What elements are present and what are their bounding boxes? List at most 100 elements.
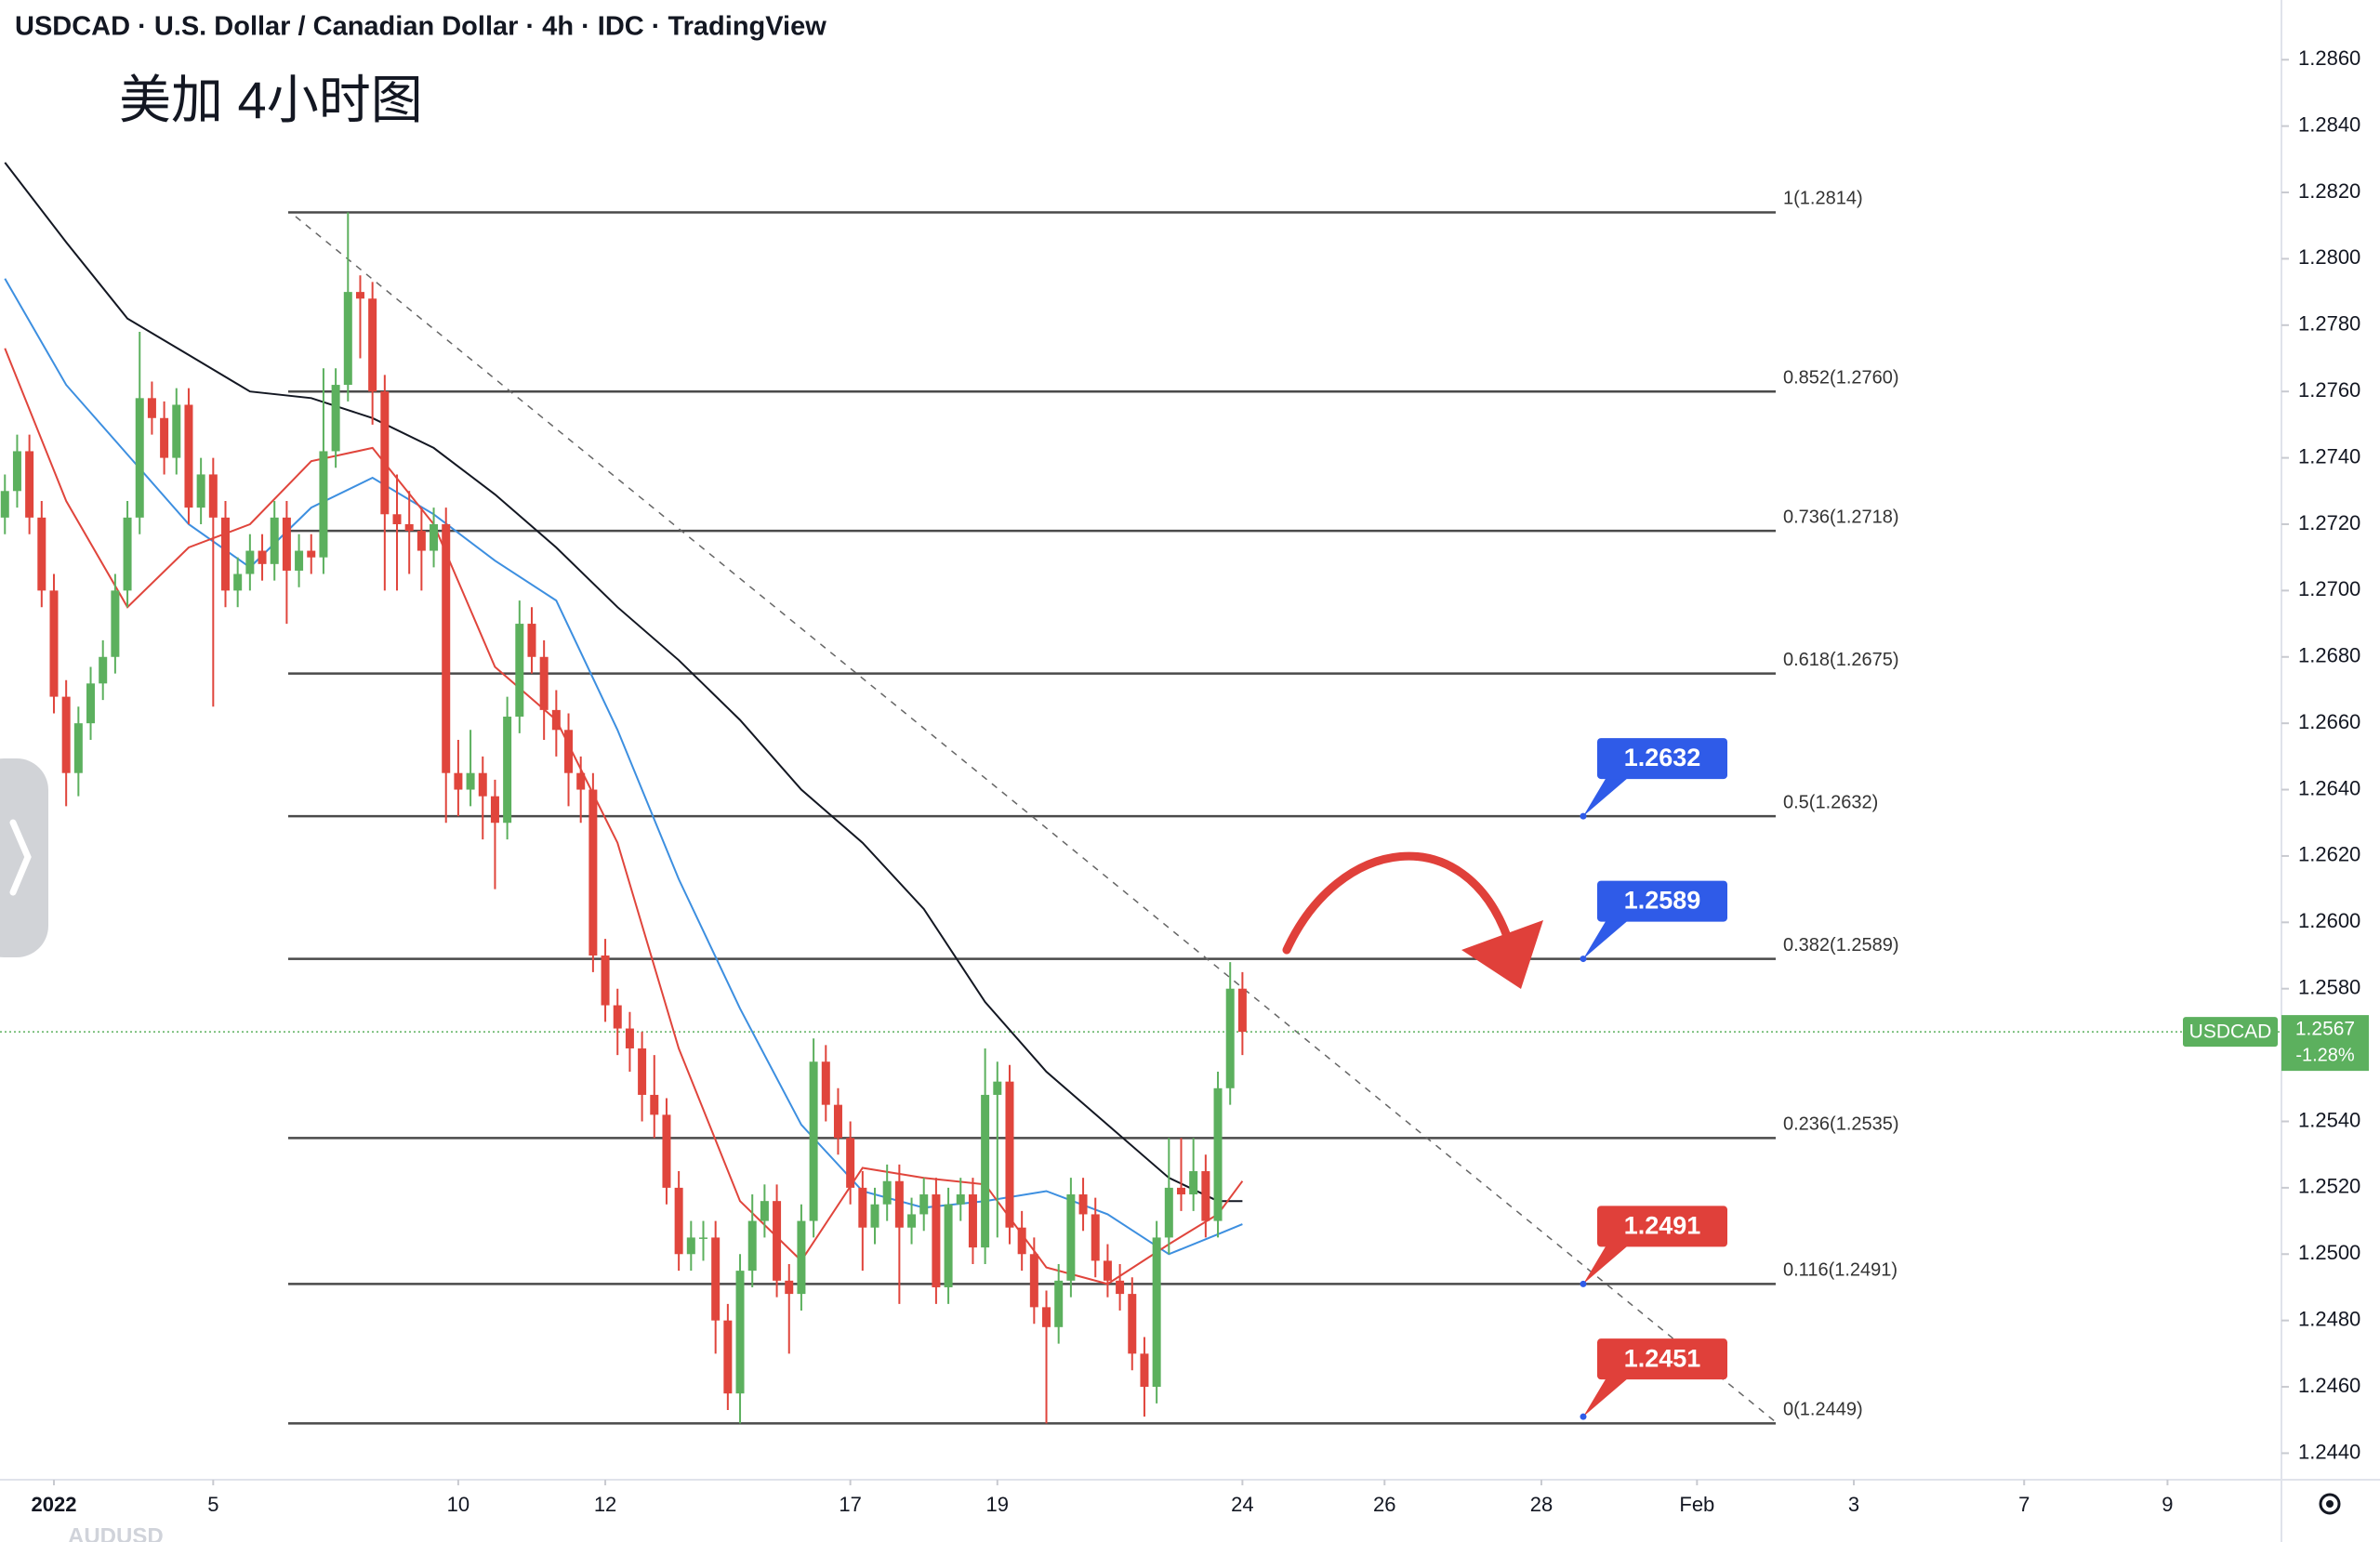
candle-body xyxy=(1140,1353,1149,1388)
candle-body xyxy=(147,398,156,418)
candle-body xyxy=(760,1201,769,1221)
y-tick-label: 1.2820 xyxy=(2298,179,2360,203)
candle-body xyxy=(944,1204,953,1287)
fib-label: 0.736(1.2718) xyxy=(1783,507,1899,527)
candle-body xyxy=(588,789,598,956)
candle-body xyxy=(368,298,377,392)
y-tick-label: 1.2660 xyxy=(2298,710,2360,733)
candle-body xyxy=(613,1005,622,1029)
candle-body xyxy=(773,1201,782,1281)
candle-body xyxy=(503,717,512,824)
arrow-head xyxy=(1461,920,1543,989)
candle-body xyxy=(355,292,364,299)
x-tick-label: 10 xyxy=(447,1493,469,1516)
y-tick-label: 1.2460 xyxy=(2298,1374,2360,1397)
candle-body xyxy=(723,1320,733,1394)
candle-body xyxy=(515,624,524,718)
candle-body xyxy=(968,1194,977,1248)
y-tick-label: 1.2440 xyxy=(2298,1440,2360,1463)
y-tick-label: 1.2700 xyxy=(2298,577,2360,600)
candle-body xyxy=(1017,1227,1026,1255)
y-tick-label: 1.2540 xyxy=(2298,1108,2360,1131)
candle-body xyxy=(392,514,402,524)
candle-body xyxy=(1213,1087,1223,1221)
gear-center[interactable] xyxy=(2326,1500,2334,1508)
candle-body xyxy=(662,1114,671,1188)
y-tick-label: 1.2640 xyxy=(2298,776,2360,799)
candle-body xyxy=(1164,1187,1173,1238)
candle-body xyxy=(932,1194,941,1287)
candle-body xyxy=(907,1214,917,1228)
price-tag-change: -1.28% xyxy=(2295,1045,2355,1065)
callout-box xyxy=(1597,1338,1727,1380)
callout-anchor xyxy=(1580,1413,1587,1420)
y-tick-label: 1.2620 xyxy=(2298,843,2360,866)
candle-body xyxy=(466,772,475,790)
candle-body xyxy=(785,1280,794,1295)
callout-pointer xyxy=(1583,1377,1629,1417)
candle-body xyxy=(12,451,21,492)
candle-body xyxy=(809,1061,818,1221)
y-tick-label: 1.2480 xyxy=(2298,1307,2360,1330)
side-handle[interactable] xyxy=(0,758,48,957)
callout-anchor xyxy=(1580,812,1587,820)
candle-body xyxy=(919,1194,929,1215)
candle-body xyxy=(870,1204,879,1228)
candle-body xyxy=(527,624,536,657)
candle-body xyxy=(894,1180,904,1228)
candle-body xyxy=(1005,1081,1014,1228)
candle-body xyxy=(1054,1280,1064,1327)
gear[interactable] xyxy=(2319,1493,2341,1515)
candle-body xyxy=(319,451,328,558)
candle-body xyxy=(0,491,9,518)
candle-body xyxy=(1128,1294,1137,1354)
candle-body xyxy=(686,1237,695,1255)
x-tick-label: 7 xyxy=(2018,1493,2030,1516)
candle-body xyxy=(1091,1214,1100,1261)
handle-chevron[interactable] xyxy=(9,819,32,896)
x-tick-label: 9 xyxy=(2162,1493,2173,1516)
x-tick-label: Feb xyxy=(1679,1493,1714,1516)
y-tick-label: 1.2680 xyxy=(2298,644,2360,667)
fib-label: 0(1.2449) xyxy=(1783,1400,1863,1420)
plot-area: 1(1.2814) 0.852(1.2760) 0.736(1.2718) 0.618… xyxy=(0,162,2281,1425)
y-tick-label: 1.2800 xyxy=(2298,245,2360,269)
candle-body xyxy=(1176,1187,1185,1195)
candle-body xyxy=(270,517,279,564)
candle-body xyxy=(956,1194,965,1205)
candle-body xyxy=(73,723,83,773)
candle-body xyxy=(846,1138,855,1188)
candle-body xyxy=(478,772,487,797)
candle-body xyxy=(601,956,610,1006)
callout-label: 1.2589 xyxy=(1624,887,1701,915)
callout-box xyxy=(1597,738,1727,780)
x-tick-label: 12 xyxy=(594,1493,616,1516)
y-tick-label: 1.2860 xyxy=(2298,46,2360,70)
candle-body xyxy=(160,417,169,458)
settings-icon[interactable] xyxy=(2319,1493,2341,1515)
x-tick-label: 24 xyxy=(1231,1493,1253,1516)
y-tick-label: 1.2500 xyxy=(2298,1241,2360,1264)
candle-body xyxy=(1152,1237,1161,1388)
candle-body xyxy=(25,451,34,518)
candle-body xyxy=(1189,1171,1198,1195)
candle-body xyxy=(747,1220,757,1272)
y-tick-label: 1.2740 xyxy=(2298,444,2360,468)
candle-body xyxy=(123,517,132,591)
annotation: 美加 4小时图 xyxy=(119,71,423,129)
candle-body xyxy=(184,404,193,508)
candle-body xyxy=(442,523,451,773)
fib-label: 0.5(1.2632) xyxy=(1783,792,1878,812)
candle-body xyxy=(111,590,120,657)
candle-body xyxy=(61,696,71,773)
candle-body xyxy=(1103,1260,1112,1281)
candle-body xyxy=(1225,988,1235,1088)
moving-average xyxy=(4,278,1243,1256)
candle-body xyxy=(551,709,561,731)
callout-pointer xyxy=(1583,1245,1629,1285)
candle-body xyxy=(625,1028,634,1048)
candle-body xyxy=(981,1094,990,1248)
y-tick-label: 1.2520 xyxy=(2298,1175,2360,1198)
candle-body xyxy=(416,531,426,551)
